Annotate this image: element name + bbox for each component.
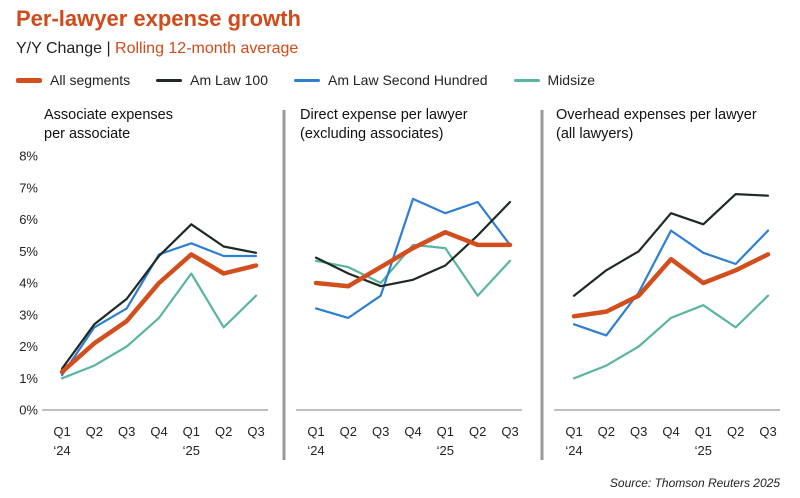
series-line-all-direct bbox=[313, 229, 513, 289]
legend-item-midsize: Midsize bbox=[513, 72, 595, 88]
series-line-all-overhead bbox=[571, 252, 771, 319]
x-tick-label-year: ‘25 bbox=[183, 443, 200, 458]
x-tick-label-year: ‘24 bbox=[565, 443, 582, 458]
x-tick-label: Q3 bbox=[372, 424, 389, 439]
panel-title-direct-line1: Direct expense per lawyer bbox=[300, 107, 468, 123]
series-line-al100-overhead bbox=[572, 193, 770, 297]
panel-title-associate-line1: Associate expenses bbox=[44, 107, 173, 123]
chart-title: Per-lawyer expense growth bbox=[16, 6, 301, 31]
legend-label-am-law-second-hundred: Am Law Second Hundred bbox=[327, 72, 488, 88]
source-note: Source: Thomson Reuters 2025 bbox=[609, 476, 780, 490]
y-tick-label: 0% bbox=[19, 403, 38, 418]
legend-item-all-segments: All segments bbox=[16, 72, 130, 88]
x-tick-label: Q1 bbox=[565, 424, 582, 439]
x-tick-label: Q1 bbox=[183, 424, 200, 439]
x-tick-label: Q1 bbox=[53, 424, 70, 439]
x-tick-label: Q2 bbox=[340, 424, 357, 439]
y-tick-label: 6% bbox=[19, 212, 38, 227]
x-tick-label-year: ‘25 bbox=[437, 443, 454, 458]
legend-item-am-law-100: Am Law 100 bbox=[156, 72, 268, 88]
x-tick-label: Q4 bbox=[150, 424, 167, 439]
panel-title-direct: Direct expense per lawyer (excluding ass… bbox=[300, 106, 468, 144]
x-tick-label: Q3 bbox=[118, 424, 135, 439]
x-tick-label: Q4 bbox=[662, 424, 679, 439]
y-tick-label: 7% bbox=[19, 180, 38, 195]
y-tick-label: 1% bbox=[19, 371, 38, 386]
series-line-al200-direct bbox=[314, 197, 512, 319]
x-tick-label: Q3 bbox=[630, 424, 647, 439]
panel-title-overhead-line1: Overhead expenses per lawyer bbox=[556, 107, 757, 123]
x-tick-label: Q2 bbox=[727, 424, 744, 439]
series-line-mid-direct bbox=[314, 243, 512, 297]
series-line-al100-direct bbox=[314, 200, 512, 288]
subtitle-rolling: Rolling 12-month average bbox=[115, 40, 299, 57]
y-tick-label: 2% bbox=[19, 339, 38, 354]
legend-label-all-segments: All segments bbox=[50, 72, 131, 88]
panel-title-overhead: Overhead expenses per lawyer (all lawyer… bbox=[556, 106, 757, 144]
x-tick-label: Q1 bbox=[307, 424, 324, 439]
legend-swatch-all-segments bbox=[16, 77, 42, 83]
series-line-al100-associate bbox=[60, 223, 258, 370]
legend-label-midsize: Midsize bbox=[547, 72, 595, 88]
legend: All segments Am Law 100 Am Law Second Hu… bbox=[16, 72, 621, 88]
series-line-al200-associate bbox=[60, 242, 258, 377]
x-tick-label: Q1 bbox=[437, 424, 454, 439]
x-tick-label-year: ‘25 bbox=[695, 443, 712, 458]
series-line-mid-overhead bbox=[572, 294, 770, 380]
x-tick-label-year: ‘24 bbox=[307, 443, 324, 458]
legend-item-am-law-second-hundred: Am Law Second Hundred bbox=[293, 72, 488, 88]
panel-title-overhead-line2: (all lawyers) bbox=[556, 126, 634, 142]
y-tick-label: 5% bbox=[19, 244, 38, 259]
x-tick-label: Q3 bbox=[759, 424, 776, 439]
panel-title-direct-line2: (excluding associates) bbox=[300, 126, 444, 142]
x-tick-label-year: ‘24 bbox=[53, 443, 70, 458]
x-tick-label: Q4 bbox=[404, 424, 421, 439]
x-tick-label: Q2 bbox=[215, 424, 232, 439]
y-tick-label: 3% bbox=[19, 307, 38, 322]
chart-subtitle: Y/Y Change | Rolling 12-month average bbox=[16, 40, 298, 58]
y-tick-label: 8% bbox=[19, 149, 38, 164]
x-tick-label: Q2 bbox=[469, 424, 486, 439]
x-tick-label: Q2 bbox=[598, 424, 615, 439]
legend-swatch-midsize bbox=[513, 78, 540, 82]
y-tick-label: 4% bbox=[19, 276, 38, 291]
series-line-all-associate bbox=[59, 252, 259, 375]
x-tick-label: Q2 bbox=[86, 424, 103, 439]
panel-title-associate: Associate expenses per associate bbox=[44, 106, 173, 144]
series-line-mid-associate bbox=[60, 272, 258, 380]
legend-label-am-law-100: Am Law 100 bbox=[190, 72, 268, 88]
panel-title-associate-line2: per associate bbox=[44, 126, 131, 142]
legend-swatch-am-law-100 bbox=[156, 78, 183, 82]
x-tick-label: Q1 bbox=[695, 424, 712, 439]
series-line-al200-overhead bbox=[572, 229, 770, 337]
x-tick-label: Q3 bbox=[501, 424, 518, 439]
legend-swatch-am-law-second-hundred bbox=[293, 78, 320, 82]
subtitle-yoy: Y/Y Change | bbox=[16, 40, 111, 57]
x-tick-label: Q3 bbox=[247, 424, 264, 439]
